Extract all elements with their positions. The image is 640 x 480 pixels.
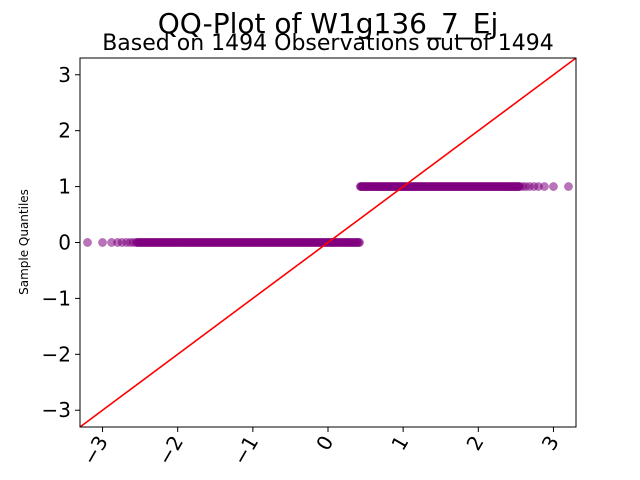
data-points-layer	[83, 182, 573, 247]
data-point	[564, 182, 573, 192]
x-tick-label: −1	[228, 432, 264, 470]
chart-title: QQ-Plot of W1g136_7_Ej	[158, 7, 499, 40]
x-tick-label: −2	[153, 432, 189, 470]
y-tick-label: 3	[58, 63, 71, 87]
data-point	[355, 238, 365, 247]
y-axis-ticks: −3 −2 −1 0 1 2 3	[42, 63, 80, 422]
x-tick-label: 3	[537, 432, 564, 455]
chart-subtitle: Based on 1494 Observations out of 1494	[102, 31, 554, 56]
y-tick-label: 1	[58, 175, 71, 199]
y-tick-label: 0	[58, 231, 71, 255]
x-tick-label: 0	[311, 432, 338, 455]
data-point	[549, 182, 558, 192]
data-point	[539, 182, 549, 192]
y-tick-label: −1	[42, 286, 71, 310]
x-axis-ticks: −3 −2 −1 0 1 2 3	[77, 427, 564, 470]
x-tick-label: −3	[77, 432, 113, 470]
x-tick-label: 1	[386, 432, 413, 455]
x-tick-label: 2	[461, 432, 488, 455]
reference-line-top-layer	[79, 57, 577, 428]
y-tick-label: −2	[42, 342, 71, 366]
reference-line	[79, 57, 577, 428]
data-point	[128, 238, 138, 247]
data-point	[83, 238, 92, 247]
y-axis-label: Sample Quantiles	[17, 189, 31, 295]
data-point	[98, 238, 107, 247]
y-tick-label: −3	[42, 398, 71, 422]
y-tick-label: 2	[58, 119, 71, 143]
